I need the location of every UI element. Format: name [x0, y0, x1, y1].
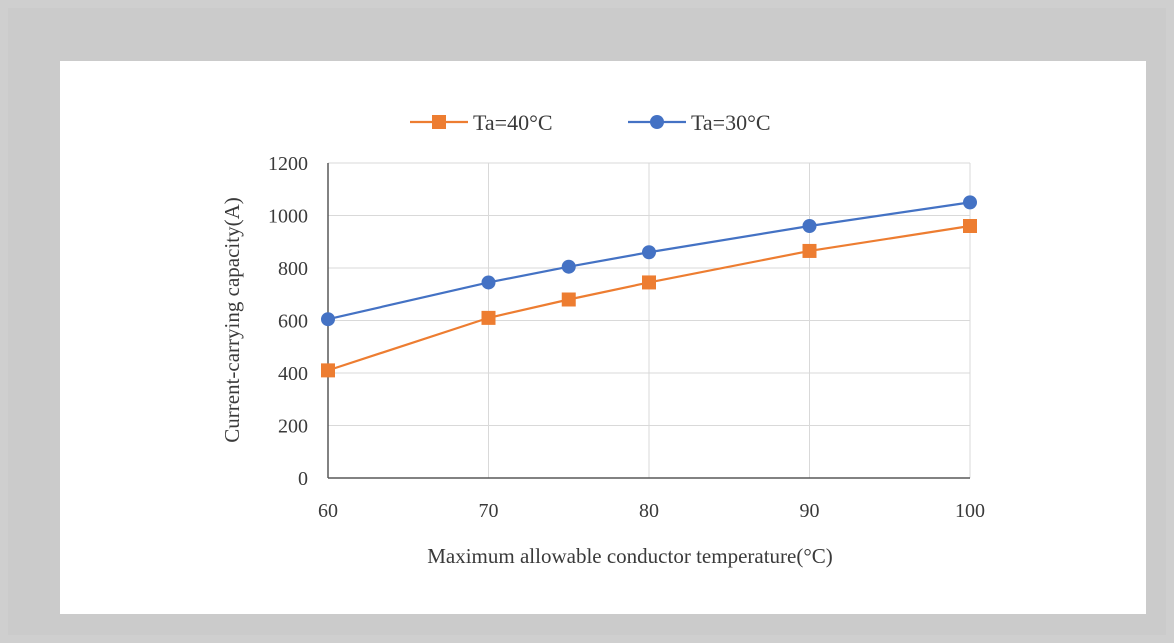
x-tick-label: 100 — [955, 500, 985, 522]
data-point-marker — [321, 363, 335, 378]
data-point-marker — [642, 245, 656, 260]
data-point-marker — [561, 259, 576, 274]
y-axis-label: Current-carrying capacity(A) — [220, 197, 244, 442]
legend-marker — [650, 115, 664, 129]
series-line — [327, 224, 971, 372]
line-chart: Ta=40°C Ta=30°C 0 200 400 600 800 1000 1200 60 70… — [220, 110, 985, 568]
series-line — [327, 201, 971, 321]
y-tick-label: 400 — [278, 363, 308, 385]
data-point-marker — [802, 243, 817, 258]
y-tick-label: 0 — [298, 468, 308, 490]
outer-frame: Ta=40°C Ta=30°C 0 200 400 600 800 1000 1200 60 70… — [8, 8, 1166, 635]
legend-marker — [432, 115, 446, 129]
data-point-marker — [963, 195, 977, 210]
legend-label: Ta=30°C — [691, 110, 771, 135]
chart-ticks: 0 200 400 600 800 1000 1200 60 70 80 90 100 — [268, 153, 985, 522]
y-tick-label: 1200 — [268, 153, 308, 175]
chart-card: Ta=40°C Ta=30°C 0 200 400 600 800 1000 1200 60 70… — [60, 61, 1146, 614]
x-axis-label: Maximum allowable conductor temperature(… — [427, 544, 833, 568]
y-tick-label: 200 — [278, 416, 308, 438]
x-tick-label: 70 — [479, 500, 499, 522]
data-point-marker — [963, 219, 977, 233]
chart-series — [321, 195, 977, 378]
data-point-marker — [561, 292, 576, 307]
data-point-marker — [802, 219, 817, 233]
x-tick-label: 60 — [318, 500, 338, 522]
data-point-marker — [642, 275, 656, 290]
legend-label: Ta=40°C — [473, 110, 553, 135]
chart-grid — [328, 162, 971, 478]
y-tick-label: 600 — [278, 311, 308, 333]
data-point-marker — [481, 310, 496, 325]
y-tick-label: 1000 — [268, 206, 308, 228]
x-tick-label: 80 — [639, 500, 659, 522]
data-point-marker — [321, 312, 335, 327]
data-point-marker — [481, 275, 496, 290]
y-tick-label: 800 — [278, 258, 308, 280]
x-tick-label: 90 — [800, 500, 820, 522]
chart-legend: Ta=40°C Ta=30°C — [410, 110, 771, 135]
